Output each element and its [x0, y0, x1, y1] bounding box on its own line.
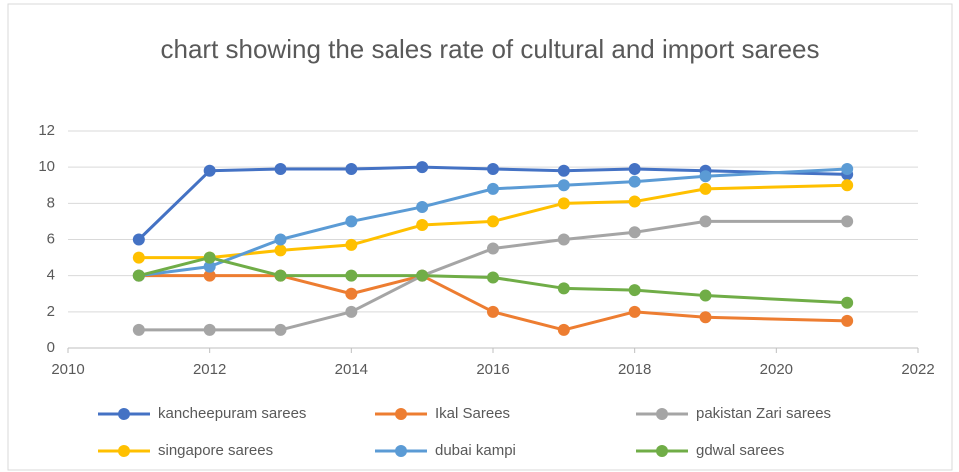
legend-label: singapore sarees — [158, 442, 273, 459]
data-point — [557, 323, 570, 336]
data-point — [203, 164, 216, 177]
data-point — [487, 242, 499, 255]
data-point — [487, 271, 499, 284]
series-line — [138, 167, 848, 278]
y-tick-label: 2 — [47, 303, 55, 320]
data-point — [487, 215, 499, 228]
data-point — [274, 233, 287, 246]
y-tick-label: 0 — [47, 339, 55, 356]
data-point — [203, 269, 216, 282]
data-point — [345, 238, 358, 251]
legend-label: kancheepuram sarees — [158, 405, 306, 422]
data-point — [274, 244, 287, 257]
data-point — [345, 305, 358, 318]
data-point — [132, 269, 145, 282]
legend-marker — [395, 408, 407, 420]
chart-frame — [7, 3, 953, 471]
legend-marker — [395, 445, 407, 457]
data-point — [345, 287, 358, 300]
data-point — [628, 284, 641, 297]
data-point — [841, 215, 854, 228]
data-point — [132, 251, 145, 264]
series-line — [138, 256, 848, 305]
data-point — [132, 323, 145, 336]
data-point — [345, 269, 358, 282]
x-tick-label: 2018 — [618, 361, 651, 378]
data-point — [203, 260, 216, 273]
data-point — [841, 179, 854, 192]
y-tick-label: 4 — [47, 267, 55, 284]
data-point — [699, 215, 712, 228]
data-point — [628, 305, 641, 318]
data-point — [557, 197, 570, 210]
x-tick-label: 2022 — [901, 361, 934, 378]
data-point — [699, 289, 712, 302]
series-line — [137, 165, 848, 241]
data-point — [203, 251, 216, 264]
data-point — [487, 162, 499, 175]
series-line — [138, 274, 848, 332]
data-point — [487, 305, 499, 318]
legend-label: Ikal Sarees — [435, 405, 510, 422]
data-point — [557, 282, 570, 295]
series-line — [138, 219, 848, 332]
data-point — [557, 179, 570, 192]
data-point — [416, 269, 429, 282]
x-tick-label: 2014 — [335, 361, 368, 378]
data-point — [628, 175, 641, 188]
y-tick-label: 10 — [38, 158, 55, 175]
data-point — [416, 161, 429, 174]
data-point — [628, 195, 641, 208]
data-point — [699, 311, 712, 324]
data-point — [699, 170, 712, 183]
x-tick-label: 2012 — [193, 361, 226, 378]
x-tick-label: 2016 — [476, 361, 509, 378]
data-point — [345, 215, 358, 228]
data-point — [416, 200, 429, 213]
data-point — [416, 219, 429, 232]
legend-marker — [656, 445, 668, 457]
data-point — [132, 233, 145, 246]
data-point — [557, 233, 570, 246]
data-point — [841, 296, 854, 309]
x-tick-label: 2010 — [51, 361, 84, 378]
legend-marker — [656, 408, 668, 420]
data-point — [557, 164, 570, 177]
data-point — [487, 182, 499, 195]
data-point — [628, 226, 641, 239]
data-point — [699, 182, 712, 195]
x-tick-label: 2020 — [760, 361, 793, 378]
data-point — [274, 323, 287, 336]
data-point — [841, 314, 854, 327]
data-point — [345, 162, 358, 175]
data-point — [203, 323, 216, 336]
y-tick-label: 6 — [47, 230, 55, 247]
legend-label: gdwal sarees — [696, 442, 784, 459]
data-point — [628, 162, 641, 175]
chart-title: chart showing the sales rate of cultural… — [160, 34, 820, 64]
data-point — [274, 162, 287, 175]
data-point — [274, 269, 287, 282]
y-tick-label: 12 — [38, 122, 55, 139]
legend-label: pakistan Zari sarees — [696, 405, 831, 422]
legend-marker — [118, 408, 130, 420]
data-point — [841, 162, 854, 175]
legend-marker — [118, 445, 130, 457]
y-tick-label: 8 — [47, 194, 55, 211]
legend-label: dubai kampi — [435, 442, 516, 459]
